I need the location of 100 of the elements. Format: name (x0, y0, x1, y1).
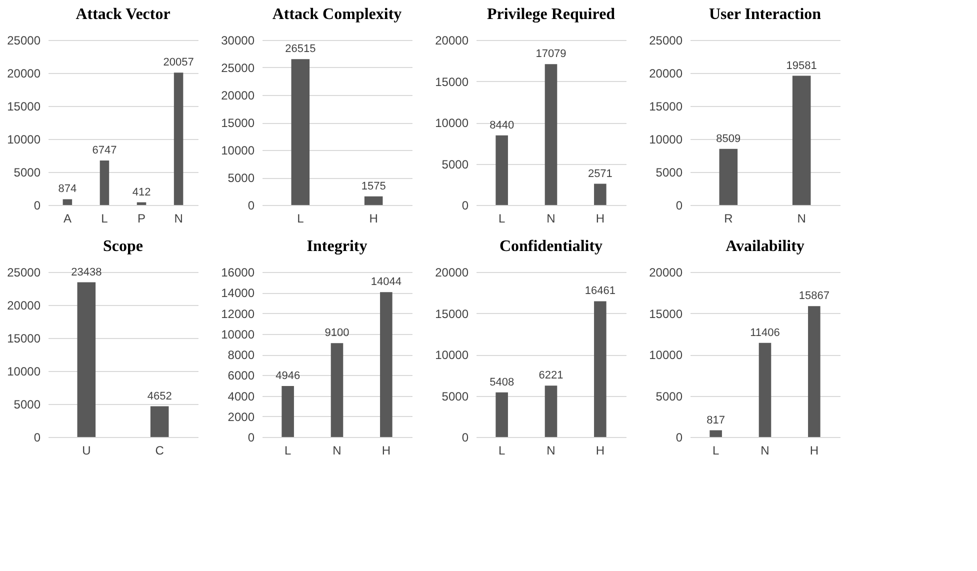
bar (380, 292, 392, 437)
x-tick-label: L (498, 212, 506, 226)
data-label: 16461 (584, 285, 616, 298)
x-tick-label: U (82, 444, 91, 458)
x-tick-label: A (63, 212, 72, 226)
x-tick-label: C (155, 444, 164, 458)
y-tick-label: 10000 (7, 364, 41, 378)
data-label: 1575 (361, 180, 386, 192)
y-tick-label: 5000 (14, 166, 41, 180)
y-tick-label: 4000 (228, 389, 255, 404)
y-tick-label: 15000 (7, 332, 41, 346)
bar (758, 342, 772, 437)
x-tick-label: H (596, 212, 605, 226)
x-tick-label: L (297, 212, 304, 226)
data-label: 26515 (285, 43, 316, 56)
y-tick-label: 5000 (656, 166, 683, 180)
bar (330, 343, 344, 437)
data-label: 2571 (588, 168, 612, 180)
x-tick-label: H (810, 444, 819, 458)
y-tick-label: 20000 (435, 266, 469, 280)
y-tick-label: 10000 (221, 144, 255, 158)
y-tick-label: 0 (248, 198, 255, 212)
data-label: 817 (706, 414, 725, 426)
y-tick-label: 10000 (435, 348, 469, 362)
x-tick-label: N (797, 212, 806, 226)
chart-title: Integrity (306, 238, 368, 255)
x-tick-label: H (596, 444, 605, 458)
chart-title: User Interaction (708, 6, 822, 23)
y-tick-label: 12000 (221, 306, 255, 321)
y-tick-label: 16000 (221, 266, 255, 280)
x-tick-label: L (712, 444, 720, 458)
y-tick-label: 0 (676, 430, 683, 444)
y-tick-label: 20000 (221, 88, 255, 102)
data-label: 4946 (276, 370, 300, 382)
y-tick-label: 5000 (656, 389, 683, 404)
data-label: 19581 (786, 60, 817, 72)
data-label: 17079 (536, 48, 566, 60)
bar (710, 430, 722, 437)
chart-title: Confidentiality (499, 238, 603, 255)
y-tick-label: 5000 (442, 389, 469, 404)
bar (100, 160, 110, 205)
data-label: 5408 (490, 376, 514, 388)
y-tick-label: 25000 (7, 34, 41, 48)
y-tick-label: 2000 (228, 410, 255, 424)
y-tick-label: 15000 (435, 306, 469, 321)
data-label: 6747 (92, 144, 117, 156)
y-tick-label: 20000 (649, 266, 683, 280)
chart-title: Scope (103, 238, 143, 255)
y-tick-label: 15000 (649, 306, 683, 321)
y-tick-label: 30000 (221, 34, 255, 48)
data-label: 4652 (147, 390, 172, 402)
x-tick-label: H (382, 444, 391, 458)
x-tick-label: N (760, 444, 770, 458)
y-tick-label: 0 (34, 198, 41, 212)
chart-title: Attack Complexity (272, 6, 402, 23)
y-tick-label: 14000 (221, 286, 255, 300)
x-tick-label: H (369, 212, 378, 226)
bar (282, 386, 294, 437)
data-label: 9100 (324, 327, 350, 340)
data-label: 14044 (370, 276, 402, 288)
x-tick-label: N (174, 212, 183, 226)
data-label: 11406 (750, 326, 780, 339)
y-tick-label: 25000 (649, 34, 683, 48)
x-tick-label: L (498, 444, 506, 458)
y-tick-label: 15000 (7, 100, 41, 114)
x-tick-label: R (724, 212, 734, 226)
data-label: 15867 (798, 290, 830, 302)
y-tick-label: 25000 (221, 61, 255, 75)
y-tick-label: 15000 (221, 116, 255, 130)
bar (496, 392, 508, 437)
x-tick-label: L (101, 212, 108, 226)
chart-title: Privilege Required (486, 6, 616, 23)
data-label: 8440 (490, 119, 514, 132)
bar (544, 386, 558, 437)
y-tick-label: 10000 (435, 116, 469, 130)
bar (174, 72, 184, 205)
y-tick-label: 20000 (435, 34, 469, 48)
chart-title: Attack Vector (76, 6, 170, 23)
data-label: 8509 (716, 132, 741, 145)
bar (544, 64, 558, 205)
x-tick-label: N (546, 444, 556, 458)
x-tick-label: L (284, 444, 292, 458)
y-tick-label: 5000 (442, 157, 469, 172)
data-label: 20057 (163, 56, 194, 69)
y-tick-label: 8000 (228, 348, 255, 362)
chart-title: Availability (726, 238, 804, 255)
data-label: 412 (132, 186, 151, 198)
y-tick-label: 25000 (7, 266, 41, 280)
y-tick-label: 10000 (221, 327, 255, 342)
y-tick-label: 10000 (7, 132, 41, 146)
x-tick-label: N (546, 212, 556, 226)
y-tick-label: 6000 (228, 368, 255, 383)
x-tick-label: P (138, 212, 146, 226)
bar (496, 135, 508, 205)
y-tick-label: 0 (462, 430, 469, 444)
x-tick-label: N (332, 444, 342, 458)
y-tick-label: 0 (676, 198, 683, 212)
data-label: 874 (58, 183, 77, 196)
y-tick-label: 20000 (7, 66, 41, 80)
bar (594, 301, 606, 437)
